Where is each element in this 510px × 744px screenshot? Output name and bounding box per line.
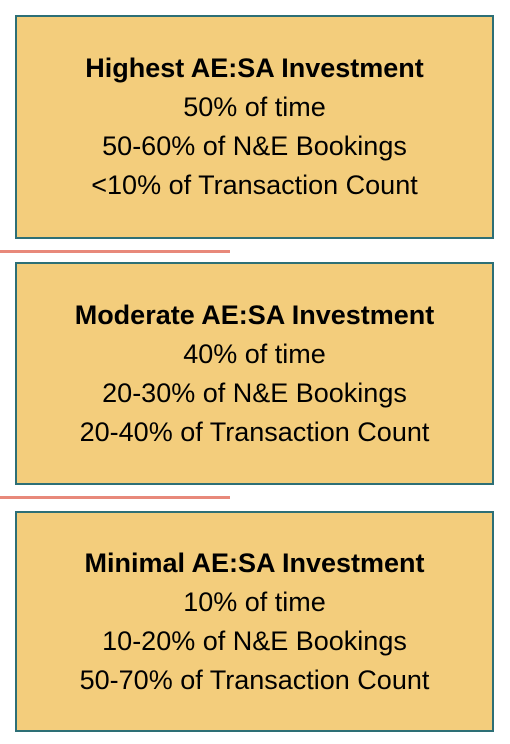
tier-title: Minimal AE:SA Investment [84,547,425,578]
tier-time-share: 40% of time [183,338,326,369]
tier-bookings-share: 50-60% of N&E Bookings [102,131,407,161]
tier-time-share: 50% of time [183,92,326,122]
tier-transaction-share: 50-70% of Transaction Count [79,664,430,695]
separator-line [0,496,230,499]
tier-transaction-share: 20-40% of Transaction Count [79,416,430,447]
tier-bookings-share: 20-30% of N&E Bookings [102,377,407,408]
separator-line [0,250,230,253]
tier-bookings-share: 10-20% of N&E Bookings [102,625,407,656]
tier-transaction-share: <10% of Transaction Count [91,170,418,200]
tier-title: Moderate AE:SA Investment [74,299,435,330]
tier-title: Highest AE:SA Investment [85,53,424,83]
tier-time-share: 10% of time [183,586,326,617]
tier-box-minimal: Minimal AE:SA Investment 10% of time 10-… [15,511,494,732]
tier-box-moderate: Moderate AE:SA Investment 40% of time 20… [15,262,494,485]
tier-box-highest: Highest AE:SA Investment 50% of time 50-… [15,15,494,239]
